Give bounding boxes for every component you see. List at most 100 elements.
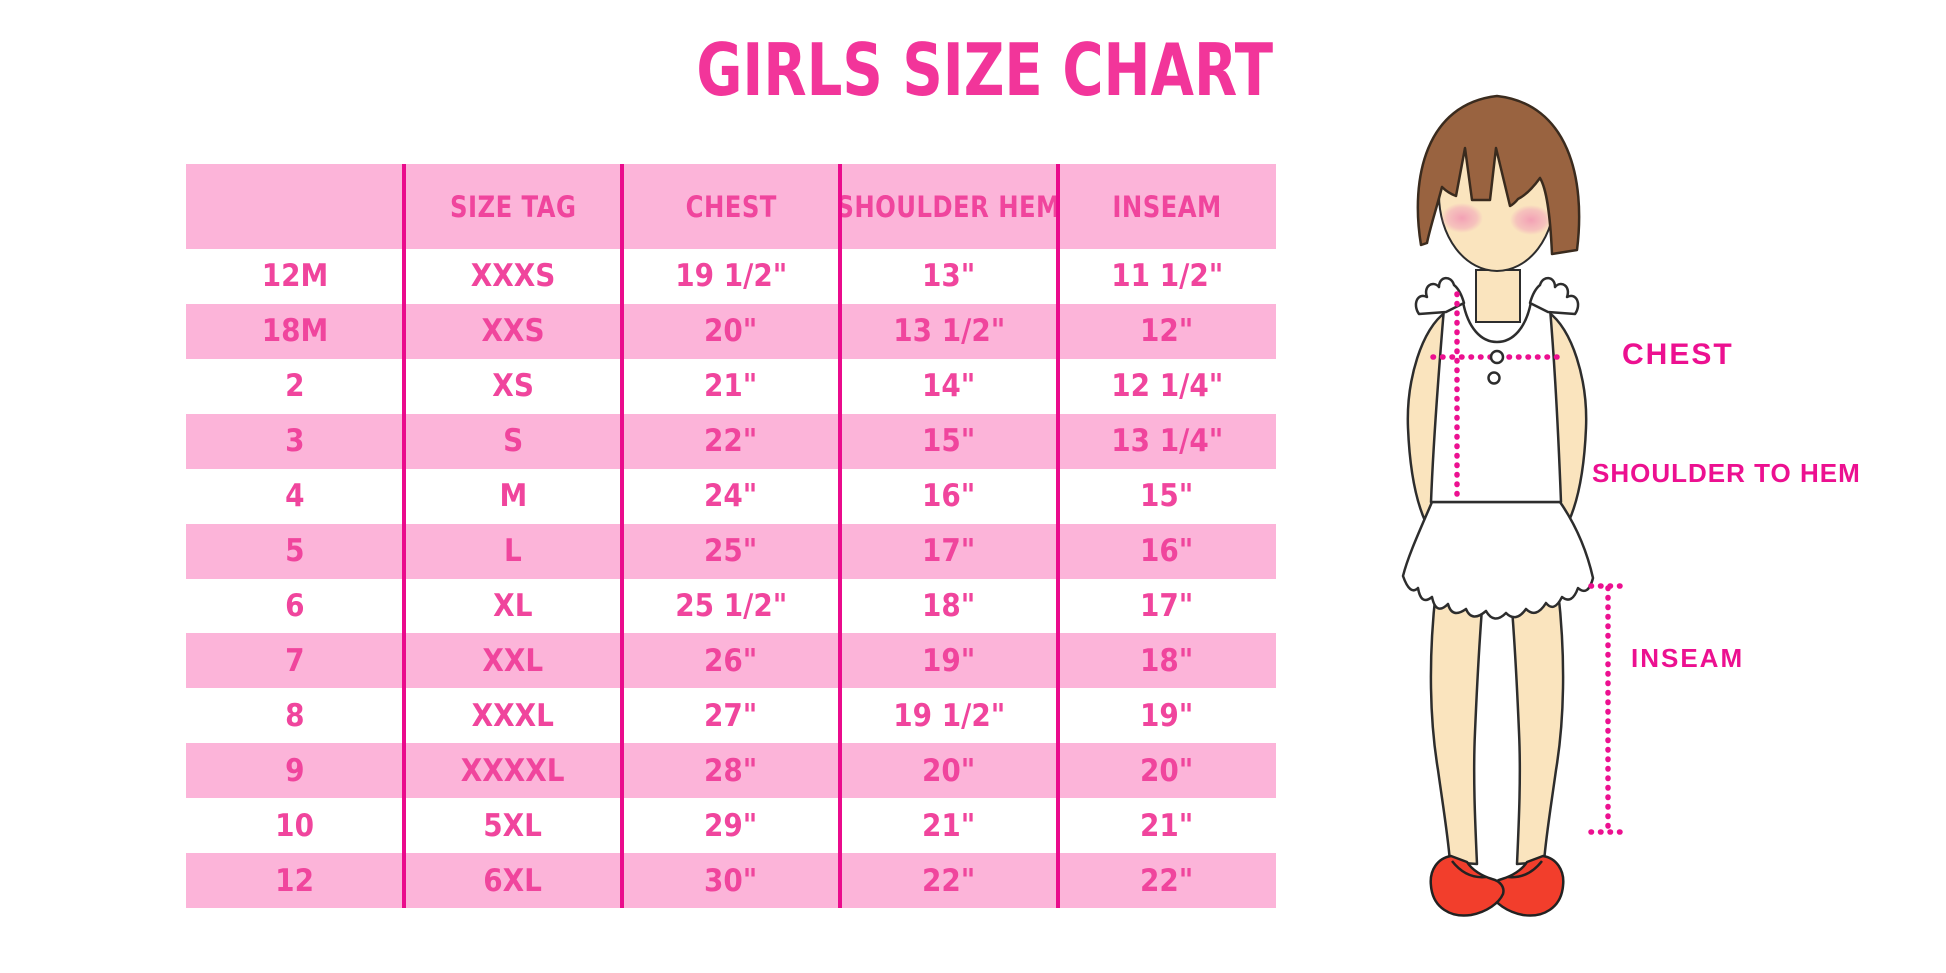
table-cell-size: 4 [285,478,305,515]
table-cell-size: 9 [285,752,305,789]
table-cell-inseam: 11 1/2" [1110,258,1224,295]
table-cell-size: 12M [261,258,329,295]
size-table: SIZE TAG CHEST SHOULDER HEM INSEAM 12M XX… [186,164,1276,909]
table-cell-size_tag: XS [492,368,534,405]
left-shoe [1429,854,1505,917]
left-leg [1429,588,1485,866]
table-row-18M: 18M XXS 20" 13 1/2" 12" [186,303,1276,359]
table-cell-inseam: 20" [1140,752,1194,789]
table-cell-size: 6 [285,587,305,624]
table-row-12: 12 6XL 30" 22" 22" [186,853,1276,909]
girl-figure-illustration [1401,94,1629,917]
table-row-9: 9 XXXXL 28" 20" 20" [186,743,1276,799]
table-cell-size: 3 [285,423,305,460]
table-header-size-tag: SIZE TAG [449,189,577,224]
table-row-5: 5 L 25" 17" 16" [186,523,1276,579]
neck [1475,269,1521,323]
top-button-1 [1489,349,1505,365]
right-shoulder-ruffle [1528,276,1580,316]
table-cell-size: 2 [285,368,305,405]
right-leg [1509,588,1565,866]
table-cell-chest: 29" [704,807,758,844]
table-cell-shoulder_hem: 15" [922,423,976,460]
table-cell-inseam: 12 1/4" [1110,368,1224,405]
table-cell-chest: 22" [704,423,758,460]
table-cell-shoulder_hem: 17" [922,533,976,570]
table-cell-size_tag: 5XL [483,807,543,844]
page-title: GIRLS SIZE CHART [660,28,1310,112]
blush-left [1441,203,1483,233]
table-cell-chest: 25" [704,533,758,570]
right-shoe [1489,854,1565,917]
table-cell-size_tag: M [499,478,527,515]
table-cell-size_tag: S [502,423,524,460]
column-divider [838,164,842,908]
table-cell-size_tag: XXXXL [461,752,565,789]
shoulder-to-hem-label: SHOULDER TO HEM [1592,458,1861,488]
table-cell-shoulder_hem: 19 1/2" [892,697,1006,734]
table-cell-size_tag: XXS [481,313,545,350]
table-cell-shoulder_hem: 13" [922,258,976,295]
table-cell-shoulder_hem: 19" [922,642,976,679]
table-cell-size_tag: XXXS [470,258,556,295]
top-button-2 [1487,371,1501,385]
measurement-diagram [1300,60,1946,973]
table-cell-size: 8 [285,697,305,734]
table-cell-size_tag: XXL [482,642,544,679]
table-cell-chest: 24" [704,478,758,515]
table-cell-size_tag: XXXL [471,697,555,734]
table-cell-inseam: 12" [1140,313,1194,350]
table-header-size [186,164,404,249]
table-cell-shoulder_hem: 13 1/2" [892,313,1006,350]
table-row-10: 10 5XL 29" 21" 21" [186,798,1276,854]
top-bodice [1429,300,1563,504]
chest-label: CHEST [1622,338,1734,371]
table-cell-inseam: 18" [1140,642,1194,679]
table-cell-size_tag: 6XL [483,862,543,899]
table-cell-size_tag: XL [493,587,533,624]
table-row-3: 3 S 22" 15" 13 1/4" [186,413,1276,469]
table-cell-inseam: 22" [1140,862,1194,899]
table-cell-inseam: 13 1/4" [1110,423,1224,460]
table-header-shoulder-hem: SHOULDER HEM [836,189,1062,224]
table-cell-size: 18M [261,313,329,350]
table-header-inseam: INSEAM [1112,189,1222,224]
table-row-4: 4 M 24" 16" 15" [186,468,1276,524]
table-cell-size: 5 [285,533,305,570]
table-cell-inseam: 16" [1140,533,1194,570]
blush-right [1510,205,1552,235]
table-cell-shoulder_hem: 22" [922,862,976,899]
table-cell-chest: 20" [704,313,758,350]
table-header-row: SIZE TAG CHEST SHOULDER HEM INSEAM [186,164,1276,249]
hair [1416,94,1581,256]
table-cell-inseam: 17" [1140,587,1194,624]
table-cell-shoulder_hem: 16" [922,478,976,515]
table-cell-shoulder_hem: 21" [922,807,976,844]
column-divider [620,164,624,908]
table-cell-chest: 19 1/2" [674,258,788,295]
table-cell-chest: 27" [704,697,758,734]
table-cell-shoulder_hem: 20" [922,752,976,789]
table-header-chest: CHEST [685,189,777,224]
table-cell-inseam: 15" [1140,478,1194,515]
skirt [1401,500,1595,620]
table-body: 12M XXXS 19 1/2" 13" 11 1/2" 18M XXS 20" 13 1/2"… [186,249,1276,909]
table-cell-chest: 28" [704,752,758,789]
table-cell-size_tag: L [504,533,522,570]
table-cell-chest: 30" [704,862,758,899]
table-cell-shoulder_hem: 14" [922,368,976,405]
table-row-6: 6 XL 25 1/2" 18" 17" [186,578,1276,634]
column-divider [1056,164,1060,908]
page-title-text: GIRLS SIZE CHART [696,28,1274,112]
inseam-label: INSEAM [1631,643,1745,673]
table-row-12M: 12M XXXS 19 1/2" 13" 11 1/2" [186,249,1276,304]
left-shoulder-ruffle [1414,276,1466,316]
table-cell-chest: 26" [704,642,758,679]
table-row-8: 8 XXXL 27" 19 1/2" 19" [186,688,1276,744]
right-shoe-strap [1507,860,1543,879]
table-cell-chest: 25 1/2" [674,587,788,624]
table-cell-size: 12 [275,862,315,899]
table-cell-chest: 21" [704,368,758,405]
table-row-2: 2 XS 21" 14" 12 1/4" [186,358,1276,414]
